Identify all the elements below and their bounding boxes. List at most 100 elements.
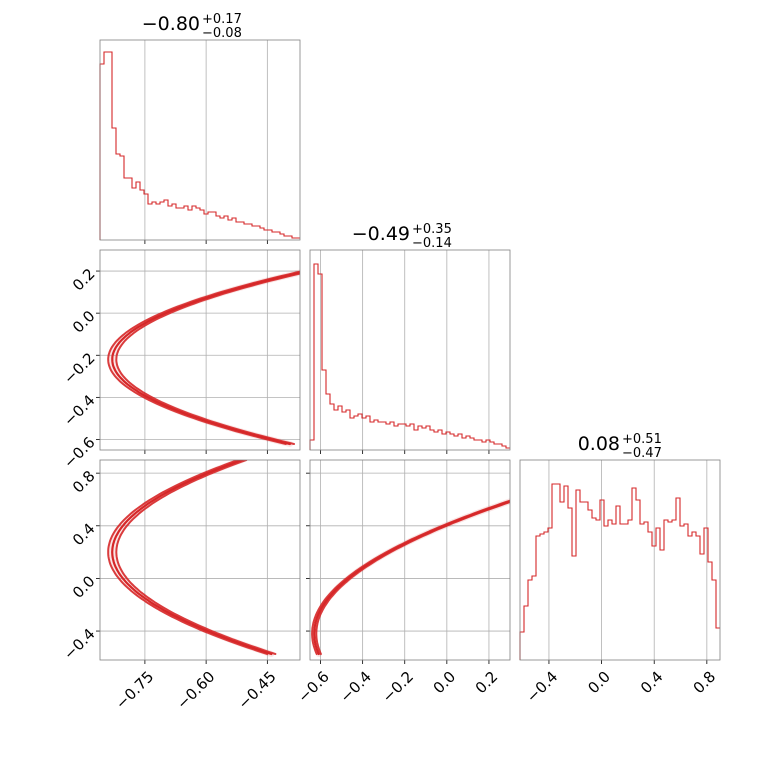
panel-2-2 bbox=[548, 460, 708, 664]
histogram-step bbox=[309, 263, 510, 450]
contour-path bbox=[107, 460, 269, 655]
histogram-bin bbox=[636, 500, 640, 660]
contour-path bbox=[311, 498, 510, 657]
x-tick-label: 0.8 bbox=[690, 668, 720, 698]
histogram-bin bbox=[342, 412, 346, 450]
histogram-bin bbox=[112, 128, 116, 240]
histogram-bin bbox=[588, 510, 592, 660]
histogram-bin bbox=[470, 438, 474, 450]
histogram-bin bbox=[128, 178, 132, 240]
contour-lines bbox=[311, 498, 510, 657]
histogram-bin bbox=[708, 562, 712, 660]
histogram-bin bbox=[248, 224, 252, 240]
histogram-bin bbox=[216, 216, 220, 240]
axes-frame-1-1 bbox=[309, 249, 511, 451]
histogram-bin bbox=[568, 508, 572, 660]
histogram-bin bbox=[490, 442, 494, 450]
histogram-bin bbox=[660, 550, 664, 660]
histogram-bin bbox=[228, 220, 232, 240]
contour-path bbox=[111, 271, 300, 446]
histogram-bin bbox=[696, 536, 700, 660]
histogram-bin bbox=[644, 522, 648, 660]
histogram-bin bbox=[442, 434, 446, 450]
histogram-bin bbox=[104, 52, 108, 240]
histogram-bin bbox=[288, 236, 292, 240]
contour-lines bbox=[107, 269, 300, 447]
histogram-bin bbox=[576, 490, 580, 660]
histogram-bin bbox=[148, 204, 152, 240]
histogram-bin bbox=[536, 536, 540, 660]
histogram-bin bbox=[272, 232, 276, 240]
histogram-bin bbox=[184, 206, 188, 240]
x-tick-label: 0.0 bbox=[430, 668, 460, 698]
histogram-bin bbox=[620, 524, 624, 660]
histogram-bin bbox=[462, 438, 466, 450]
histogram-bin bbox=[362, 418, 366, 450]
histogram-bin bbox=[386, 424, 390, 450]
histogram-param-2 bbox=[519, 483, 720, 660]
histogram-bin bbox=[608, 520, 612, 660]
histogram-bin bbox=[366, 416, 370, 450]
histogram-bin bbox=[486, 440, 490, 450]
histogram-bin bbox=[374, 420, 378, 450]
histogram-bin bbox=[260, 228, 264, 240]
histogram-bin bbox=[624, 524, 628, 660]
x-tick-label: 0.0 bbox=[584, 668, 614, 698]
histogram-bin bbox=[100, 64, 104, 240]
y-tick-label: 0.4 bbox=[69, 520, 99, 550]
panel-0-0 bbox=[144, 40, 268, 244]
histogram-bin bbox=[426, 426, 430, 450]
y-tick-label: −0.4 bbox=[60, 625, 98, 663]
x-tick-label: 0.4 bbox=[637, 668, 667, 698]
histogram-bin bbox=[168, 206, 172, 240]
contour-path bbox=[111, 460, 273, 656]
axes-frame-2-0 bbox=[99, 459, 301, 661]
histogram-bin bbox=[592, 518, 596, 660]
histogram-bin bbox=[684, 524, 688, 660]
histogram-bin bbox=[108, 52, 112, 240]
histogram-bin bbox=[176, 208, 180, 240]
histogram-bin bbox=[552, 484, 556, 660]
svg-text:+0.35: +0.35 bbox=[412, 222, 452, 237]
histogram-bin bbox=[370, 422, 374, 450]
histogram-bin bbox=[628, 520, 632, 660]
histogram-bin bbox=[244, 224, 248, 240]
histogram-param-1 bbox=[309, 263, 510, 450]
histogram-bin bbox=[124, 178, 128, 240]
x-tick-label: −0.6 bbox=[294, 668, 332, 706]
y-tick-label: 0.2 bbox=[69, 265, 99, 295]
contour-lines bbox=[107, 460, 277, 657]
histogram-bin bbox=[418, 426, 422, 450]
histogram-step bbox=[519, 483, 720, 660]
histogram-bin bbox=[252, 226, 256, 240]
histogram-bin bbox=[276, 232, 280, 240]
histogram-bin bbox=[410, 424, 414, 450]
x-tick-label: −0.45 bbox=[234, 668, 279, 713]
histogram-bin bbox=[236, 222, 240, 240]
histogram-bin bbox=[422, 428, 426, 450]
contour-path bbox=[109, 269, 300, 447]
x-tick-label: −0.2 bbox=[379, 668, 417, 706]
histogram-bin bbox=[136, 182, 140, 240]
histogram-bin bbox=[532, 576, 536, 660]
histogram-bin bbox=[196, 208, 200, 240]
histogram-bin bbox=[204, 214, 208, 240]
histogram-bin bbox=[482, 442, 486, 450]
histogram-bin bbox=[494, 444, 498, 450]
x-tick-label: −0.4 bbox=[523, 668, 561, 706]
histogram-bin bbox=[264, 230, 268, 240]
histogram-bin bbox=[350, 418, 354, 450]
histogram-bin bbox=[318, 274, 322, 450]
histogram-bin bbox=[188, 210, 192, 240]
svg-text:0.08: 0.08 bbox=[578, 433, 620, 455]
histogram-bin bbox=[692, 532, 696, 660]
svg-text:−0.80: −0.80 bbox=[142, 13, 200, 35]
histogram-bin bbox=[120, 156, 124, 240]
histogram-bin bbox=[540, 534, 544, 660]
y-tick-label: −0.6 bbox=[60, 433, 98, 471]
histogram-bin bbox=[382, 422, 386, 450]
histogram-bin bbox=[310, 440, 314, 450]
histogram-bin bbox=[232, 218, 236, 240]
histogram-bin bbox=[338, 406, 342, 450]
title-param-2: 0.08 +0.51 −0.47 bbox=[578, 432, 662, 461]
